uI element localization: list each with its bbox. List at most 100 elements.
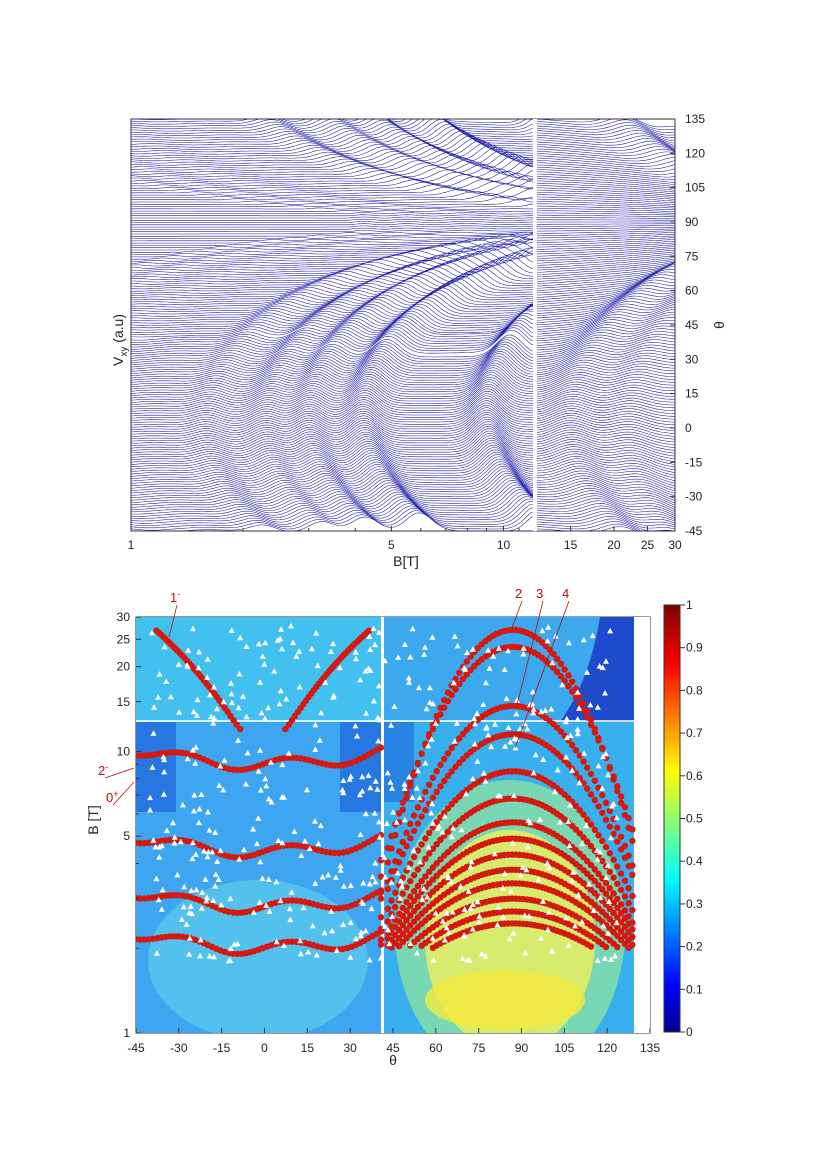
calculated-level-marker <box>400 799 406 805</box>
calculated-level-marker <box>607 885 613 891</box>
top-y-axis-label: Vxy (a.u) <box>110 314 130 366</box>
calculated-level-marker <box>434 789 440 795</box>
calculated-level-marker <box>392 890 398 896</box>
colorbar-tick-label: 0.3 <box>686 897 703 911</box>
calculated-level-marker <box>629 838 635 844</box>
calculated-level-marker <box>441 756 447 762</box>
calculated-level-marker <box>396 810 402 816</box>
calculated-level-marker <box>603 944 609 950</box>
colorbar-tick-label: 0.9 <box>686 641 703 655</box>
calculated-level-marker <box>595 737 601 743</box>
calculated-level-marker <box>411 872 417 878</box>
colorbar-tick-label: 0 <box>686 1025 693 1039</box>
bottom-y-tick-label: 10 <box>117 744 131 758</box>
calculated-level-marker <box>599 838 605 844</box>
colorbar-tick-label: 0.7 <box>686 726 703 740</box>
top-right-tick-label: 75 <box>685 249 699 263</box>
calculated-level-marker <box>569 689 575 695</box>
calculated-level-marker <box>434 768 440 774</box>
calculated-level-marker <box>153 627 159 633</box>
calculated-level-marker <box>614 783 620 789</box>
calculated-level-marker <box>622 804 628 810</box>
calculated-level-marker <box>573 747 579 753</box>
calculated-level-marker <box>588 943 594 949</box>
calculated-level-marker <box>378 895 384 901</box>
calculated-level-marker <box>622 878 628 884</box>
calculated-level-marker <box>618 887 624 893</box>
calculated-level-marker <box>441 704 447 710</box>
colorbar-tick-label: 0.5 <box>686 812 703 826</box>
calculated-level-marker <box>580 780 586 786</box>
calculated-level-marker <box>422 807 428 813</box>
calculated-level-marker <box>378 744 384 750</box>
calculated-level-marker <box>614 905 620 911</box>
calculated-level-marker <box>569 742 575 748</box>
bottom-panel: -45 -30 -15 0 15 30 45 60 75 90 105 120 135 15101520… <box>85 586 660 1080</box>
bottom-x-tick-label: 60 <box>429 1041 443 1055</box>
calculated-level-marker <box>415 760 421 766</box>
calculated-level-marker <box>430 775 436 781</box>
calculated-level-marker <box>607 850 613 856</box>
annotation-label: 2 <box>515 586 522 601</box>
calculated-level-marker <box>607 808 613 814</box>
top-right-tick-label: 90 <box>685 215 699 229</box>
calculated-level-marker <box>400 891 406 897</box>
calculated-level-marker <box>407 878 413 884</box>
calculated-level-marker <box>407 861 413 867</box>
calculated-level-marker <box>561 666 567 672</box>
top-right-tick-label: 120 <box>685 146 705 160</box>
annotation-label: 0+ <box>106 789 119 805</box>
bottom-x-tick-label: 15 <box>301 1041 315 1055</box>
top-x-axis-label: B[T] <box>393 553 419 569</box>
top-right-tick-label: 105 <box>685 181 705 195</box>
calculated-level-marker <box>580 758 586 764</box>
calculated-level-marker <box>388 897 394 903</box>
calculated-level-marker <box>592 827 598 833</box>
calculated-level-marker <box>400 851 406 857</box>
colorbar-tick-label: 1 <box>686 598 693 612</box>
calculated-level-marker <box>385 886 391 892</box>
calculated-level-marker <box>584 764 590 770</box>
bottom-x-tick-label: 135 <box>640 1041 660 1055</box>
bottom-y-tick-label: 20 <box>117 660 131 674</box>
calculated-level-marker <box>614 825 620 831</box>
annotation-label: 4 <box>562 586 569 601</box>
calculated-level-marker <box>418 841 424 847</box>
calculated-level-marker <box>588 791 594 797</box>
calculated-level-marker <box>625 885 631 891</box>
calculated-level-marker <box>407 779 413 785</box>
calculated-level-marker <box>385 845 391 851</box>
annotation-label: 3 <box>536 586 543 601</box>
top-x-tick-label: 30 <box>668 538 682 552</box>
colorbar-tick-label: 0.8 <box>686 683 703 697</box>
bottom-x-tick-label: 75 <box>472 1041 486 1055</box>
calculated-level-marker <box>407 835 413 841</box>
bottom-y-tick-label: 30 <box>117 610 131 624</box>
bottom-y-tick-label: 25 <box>117 632 131 646</box>
heatmap-background <box>133 617 650 1080</box>
calculated-level-marker <box>378 941 384 947</box>
calculated-level-marker <box>392 904 398 910</box>
calculated-level-marker <box>625 945 631 951</box>
calculated-level-marker <box>614 881 620 887</box>
calculated-level-marker <box>592 729 598 735</box>
top-x-tick-label: 20 <box>607 538 621 552</box>
calculated-level-marker <box>411 888 417 894</box>
calculated-level-marker <box>592 778 598 784</box>
top-x-tick-label: 15 <box>564 538 578 552</box>
calculated-level-marker <box>565 672 571 678</box>
calculated-level-marker <box>403 843 409 849</box>
calculated-level-marker <box>588 771 594 777</box>
calculated-level-marker <box>449 692 455 698</box>
calculated-level-marker <box>618 846 624 852</box>
calculated-level-marker <box>603 817 609 823</box>
bottom-y-axis-label: B [T] <box>85 805 101 835</box>
calculated-level-marker <box>418 751 424 757</box>
bottom-x-tick-label: 120 <box>597 1041 617 1055</box>
calculated-level-marker <box>378 889 384 895</box>
top-right-tick-label: 45 <box>685 318 699 332</box>
calculated-level-marker <box>577 701 583 707</box>
annotation-arrow <box>105 768 134 778</box>
calculated-level-marker <box>614 838 620 844</box>
